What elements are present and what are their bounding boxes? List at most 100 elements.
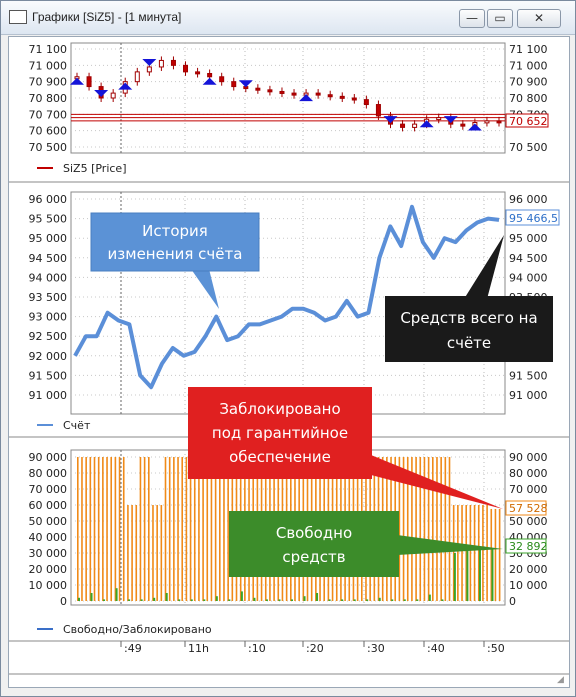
blocked-bar: [473, 505, 476, 601]
time-axis-label: :10: [248, 642, 266, 655]
free-bar: [265, 599, 268, 601]
free-bar: [90, 593, 93, 601]
price-candle: [134, 71, 140, 83]
funds-axis-tick-right: 20 000: [509, 563, 548, 576]
blocked-bar: [97, 457, 100, 601]
price-candle: [170, 59, 176, 66]
funds-axis-tick-left: 60 000: [29, 499, 68, 512]
blocked-bar: [427, 457, 430, 601]
blocked-bar: [402, 457, 405, 601]
account-axis-tick-right: 96 000: [509, 193, 548, 206]
title-bar[interactable]: Графики [SiZ5] - [1 минута] — ▭ ✕: [1, 1, 575, 35]
funds-legend: Свободно/Заблокировано: [63, 623, 212, 636]
blocked-bar: [494, 508, 497, 601]
account-axis-tick-left: 91 000: [29, 389, 68, 402]
price-candle: [207, 73, 213, 78]
blocked-bar: [93, 457, 96, 601]
price-axis-tick-left: 70 500: [29, 141, 68, 154]
free-bar: [441, 599, 444, 601]
blocked-bar: [89, 457, 92, 601]
blocked-bar: [173, 457, 175, 601]
blocked-bar: [77, 457, 79, 601]
blocked-bar: [189, 457, 192, 601]
account-axis-tick-left: 96 000: [29, 193, 68, 206]
time-axis-label: :20: [306, 642, 324, 655]
sell-arrow-icon: [94, 90, 109, 97]
blocked-bar: [411, 457, 413, 601]
close-button[interactable]: ✕: [517, 9, 561, 28]
free-bar: [416, 599, 419, 601]
price-axis-tick-right: 70 800: [509, 92, 548, 105]
account-axis-tick-right: 95 000: [509, 232, 548, 245]
price-candle: [496, 120, 502, 124]
sell-arrow-icon: [383, 116, 398, 124]
blocked-bar: [219, 457, 221, 601]
resize-grip[interactable]: ◢: [557, 675, 564, 685]
buy-arrow-icon: [202, 77, 217, 85]
funds-axis-tick-left: 50 000: [29, 515, 68, 528]
price-axis-tick-left: 70 800: [29, 92, 68, 105]
account-axis-tick-left: 95 500: [29, 213, 68, 226]
account-axis-tick-left: 91 500: [29, 369, 68, 382]
price-axis-tick-left: 70 900: [29, 76, 68, 89]
blocked-bar: [436, 457, 438, 601]
account-axis-tick-left: 94 000: [29, 271, 68, 284]
blocked-bar: [415, 457, 417, 601]
sell-arrow-icon: [238, 80, 253, 88]
free-bar: [316, 593, 319, 601]
price-candle: [195, 71, 201, 75]
free-bar: [240, 591, 243, 601]
callout-history-line2: изменения счёта: [108, 245, 243, 263]
blocked-bar: [85, 457, 87, 601]
callout-blocked-line3: обеспечение: [229, 448, 331, 466]
window-title: Графики [SiZ5] - [1 минута]: [32, 10, 182, 24]
free-bar: [165, 593, 168, 601]
account-axis-tick-left: 95 000: [29, 232, 68, 245]
price-candle: [291, 92, 297, 96]
free-bar: [478, 549, 481, 601]
callout-blocked: Заблокировано под гарантийное обеспечени…: [188, 387, 503, 509]
free-bar: [291, 599, 293, 601]
free-bar: [366, 599, 369, 601]
chart-app-icon: [9, 10, 27, 24]
blocked-bar: [423, 457, 426, 601]
blocked-bar: [81, 457, 83, 601]
price-axis-tick-left: 70 600: [29, 125, 68, 138]
charts-svg[interactable]: 71 100 71 000 70 900 70 800 70 700 70 600 70 5…: [9, 37, 569, 687]
free-bar: [353, 599, 356, 601]
blocked-bar: [486, 505, 488, 601]
account-axis-tick-right: 91 000: [509, 389, 548, 402]
funds-axis-tick-right: 10 000: [509, 579, 548, 592]
blocked-bar: [223, 457, 225, 601]
account-current-label: 95 466,5: [509, 212, 558, 225]
blocked-bar: [477, 505, 480, 601]
blocked-bar: [106, 457, 108, 601]
time-axis-label: :50: [487, 642, 505, 655]
buy-arrow-icon: [118, 82, 133, 90]
blocked-bar: [432, 457, 434, 601]
account-axis-tick-right: 91 500: [509, 369, 548, 382]
blocked-bar: [444, 457, 447, 601]
price-candle: [231, 81, 237, 88]
chart-area[interactable]: 71 100 71 000 70 900 70 800 70 700 70 600 70 5…: [8, 36, 570, 688]
free-bar: [128, 599, 131, 601]
blocked-bar: [160, 505, 163, 601]
restore-button[interactable]: ▭: [487, 9, 513, 28]
free-bar: [341, 599, 344, 601]
blocked-bar: [152, 505, 154, 601]
minimize-button[interactable]: —: [459, 9, 485, 28]
free-bar: [178, 599, 181, 601]
time-axis-label: :30: [367, 642, 385, 655]
price-axis-tick-left: 71 000: [29, 59, 68, 72]
callout-total: Средств всего на счёте: [385, 235, 553, 362]
blocked-bar: [131, 505, 133, 601]
free-bar: [491, 548, 494, 601]
price-axis-tick-right: 70 500: [509, 141, 548, 154]
blocked-bar: [193, 457, 196, 601]
blocked-bar: [406, 457, 409, 601]
blocked-bar: [482, 505, 484, 601]
blocked-bar: [440, 457, 442, 601]
blocked-bar: [114, 457, 117, 601]
time-axis-label: :40: [427, 642, 445, 655]
account-axis-tick-left: 93 500: [29, 291, 68, 304]
